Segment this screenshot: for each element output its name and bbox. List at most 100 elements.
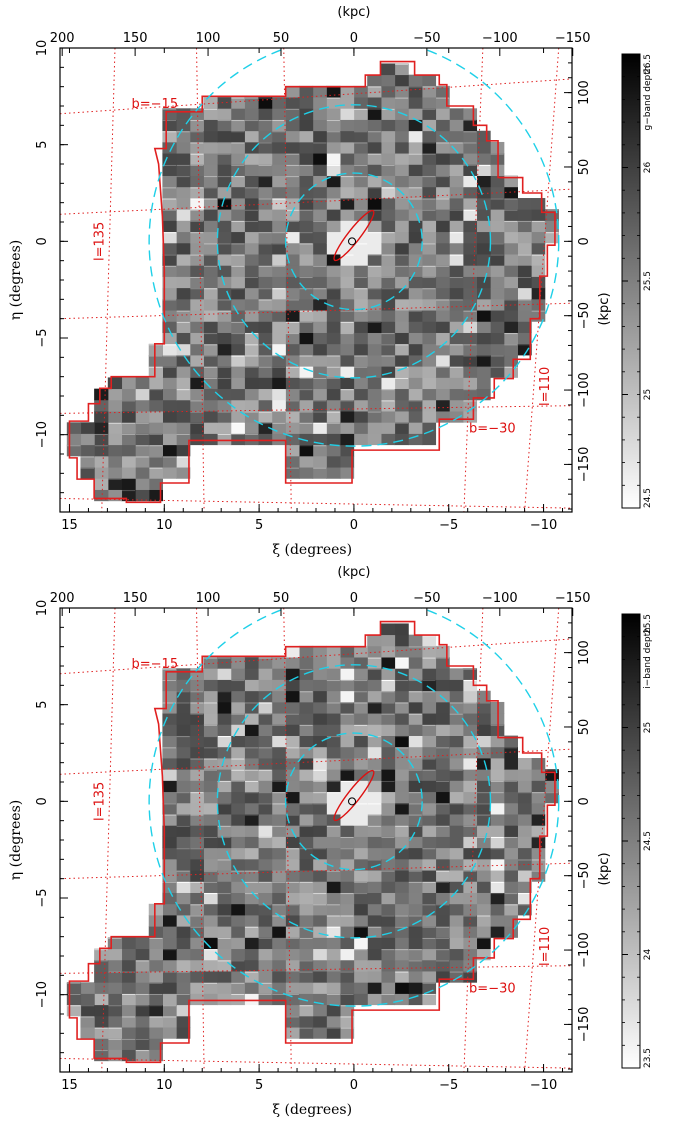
depth-tile bbox=[121, 1038, 136, 1050]
depth-tile bbox=[217, 108, 232, 120]
depth-tile bbox=[462, 679, 478, 692]
depth-tile bbox=[435, 701, 450, 714]
depth-tile bbox=[244, 937, 259, 950]
depth-tile bbox=[353, 321, 368, 333]
depth-tile bbox=[367, 388, 382, 401]
depth-tile bbox=[244, 310, 259, 322]
depth-tile bbox=[244, 141, 259, 154]
depth-tile bbox=[367, 231, 382, 244]
depth-tile bbox=[176, 769, 191, 781]
depth-tile bbox=[421, 690, 437, 703]
depth-tile bbox=[408, 298, 423, 311]
depth-tile bbox=[394, 242, 409, 255]
depth-tile bbox=[271, 993, 286, 1006]
depth-tile bbox=[367, 119, 382, 132]
depth-tile bbox=[203, 701, 218, 714]
depth-tile bbox=[339, 982, 355, 994]
depth-tile bbox=[298, 791, 314, 804]
depth-tile bbox=[421, 926, 437, 938]
depth-tile bbox=[408, 836, 423, 849]
depth-tile bbox=[394, 422, 409, 434]
depth-tile bbox=[326, 366, 341, 378]
depth-tile bbox=[367, 377, 382, 390]
depth-tile bbox=[230, 847, 245, 860]
depth-tile bbox=[203, 411, 218, 423]
depth-tile bbox=[230, 870, 245, 882]
depth-tile bbox=[121, 388, 136, 401]
depth-tile bbox=[271, 310, 286, 322]
depth-tile bbox=[312, 1004, 327, 1017]
depth-tile bbox=[80, 433, 95, 446]
depth-tile bbox=[135, 388, 150, 401]
depth-tile bbox=[421, 971, 437, 983]
depth-tile bbox=[408, 668, 423, 680]
depth-tile bbox=[449, 332, 464, 345]
depth-tile bbox=[298, 265, 314, 277]
depth-tile bbox=[285, 444, 300, 457]
depth-tile bbox=[203, 164, 218, 176]
depth-tile bbox=[148, 1015, 163, 1028]
depth-tile bbox=[339, 287, 355, 300]
depth-tile bbox=[339, 298, 355, 311]
depth-tile bbox=[189, 735, 204, 748]
depth-tile bbox=[217, 802, 232, 815]
depth-tile bbox=[462, 108, 478, 120]
depth-tile bbox=[449, 769, 464, 781]
depth-tile bbox=[298, 903, 314, 916]
depth-tile bbox=[312, 377, 327, 390]
depth-tile bbox=[380, 343, 396, 356]
depth-tile bbox=[176, 802, 191, 815]
depth-tile bbox=[107, 948, 123, 961]
depth-tile bbox=[380, 276, 396, 289]
depth-tile bbox=[435, 657, 450, 669]
depth-tile bbox=[462, 141, 478, 154]
depth-tile bbox=[203, 690, 218, 703]
depth-tile bbox=[517, 870, 532, 882]
depth-tile bbox=[435, 175, 450, 188]
depth-tile bbox=[189, 108, 204, 120]
depth-tile bbox=[285, 411, 300, 423]
depth-tile bbox=[271, 298, 286, 311]
depth-tile bbox=[353, 937, 368, 950]
depth-tile bbox=[435, 321, 450, 333]
depth-tile bbox=[408, 657, 423, 669]
depth-tile bbox=[217, 892, 232, 905]
depth-tile bbox=[421, 276, 437, 289]
depth-tile bbox=[257, 948, 273, 961]
depth-tile bbox=[421, 186, 437, 199]
depth-tile bbox=[312, 108, 327, 120]
depth-tile bbox=[503, 175, 518, 188]
depth-tile bbox=[312, 298, 327, 311]
depth-tile bbox=[312, 287, 327, 300]
depth-tile bbox=[230, 119, 245, 132]
depth-tile bbox=[476, 242, 491, 255]
depth-tile bbox=[217, 411, 232, 423]
depth-tile bbox=[408, 198, 423, 210]
depth-tile bbox=[531, 242, 546, 255]
depth-tile bbox=[435, 366, 450, 378]
depth-tile bbox=[203, 881, 218, 893]
depth-tile bbox=[421, 254, 437, 266]
depth-tile bbox=[476, 915, 491, 927]
depth-tile bbox=[203, 186, 218, 199]
depth-tile bbox=[408, 153, 423, 165]
depth-tile bbox=[217, 847, 232, 860]
depth-tile bbox=[312, 971, 327, 983]
depth-tile bbox=[203, 153, 218, 165]
depth-tile bbox=[367, 254, 382, 266]
depth-tile bbox=[476, 198, 491, 210]
depth-tile bbox=[176, 892, 191, 905]
depth-tile bbox=[462, 343, 478, 356]
depth-tile bbox=[476, 769, 491, 781]
depth-tile bbox=[326, 701, 341, 714]
galactic-grid-line bbox=[463, 608, 484, 1072]
depth-tile bbox=[271, 399, 286, 412]
depth-tile bbox=[176, 220, 191, 233]
depth-tile bbox=[326, 1004, 341, 1017]
depth-tile bbox=[326, 254, 341, 266]
depth-tile bbox=[421, 645, 437, 658]
depth-tile bbox=[148, 1038, 163, 1050]
depth-tile bbox=[380, 422, 396, 434]
depth-tile bbox=[517, 198, 532, 210]
depth-tile bbox=[312, 746, 327, 759]
